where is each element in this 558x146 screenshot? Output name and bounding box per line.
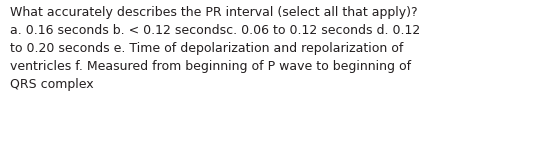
Text: What accurately describes the PR interval (select all that apply)?
a. 0.16 secon: What accurately describes the PR interva… — [10, 6, 420, 91]
